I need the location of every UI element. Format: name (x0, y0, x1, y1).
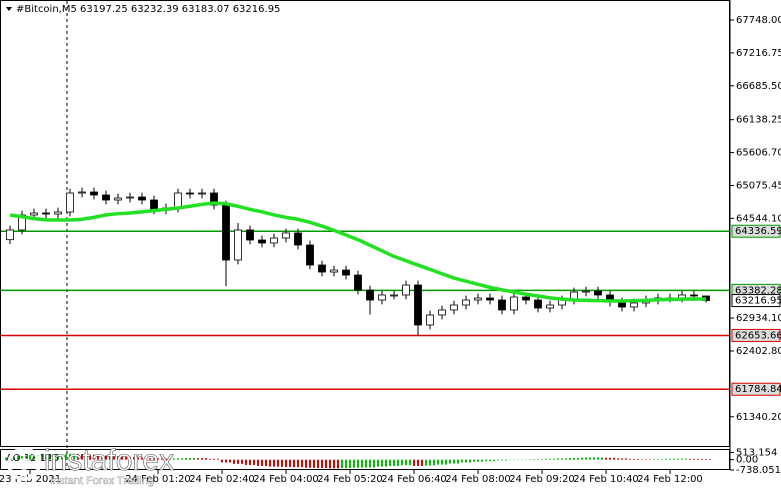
x-tick-label: 24 Feb 10:40 (573, 474, 639, 485)
y-tick-label: 65606.70 (736, 148, 781, 159)
watermark: instaforex Instant Forex Trading (7, 444, 174, 487)
candle-body (270, 237, 278, 244)
candle-body (186, 192, 194, 195)
candle-body (294, 232, 302, 246)
candle-body (426, 314, 434, 326)
price-label-box (731, 294, 781, 308)
candle-body (630, 302, 638, 308)
level-label: 64336.59 (735, 226, 781, 237)
x-tick-label: 24 Feb 04:00 (253, 474, 319, 485)
watermark-tagline: Instant Forex Trading (50, 475, 154, 487)
candle-body (114, 197, 122, 201)
candle-body (486, 297, 494, 301)
x-tick-label: 24 Feb 02:40 (189, 474, 255, 485)
candle-body (366, 289, 374, 301)
candle-body (126, 196, 134, 199)
watermark-logo (18, 458, 30, 470)
x-tick-label: 24 Feb 01:20 (125, 474, 191, 485)
watermark-brand: instaforex (44, 444, 174, 477)
candle-body (210, 192, 218, 206)
candle-body (510, 296, 518, 311)
indicator-tick-label: -738.051 (736, 465, 781, 476)
candle-body (438, 309, 446, 316)
level-label-box (731, 328, 781, 342)
candle-body (546, 304, 554, 309)
candle-body (222, 204, 230, 261)
x-tick-label: 24 Feb 05:20 (317, 474, 383, 485)
price-label: 63216.95 (735, 296, 781, 307)
candle-body (462, 299, 470, 306)
candle-body (54, 211, 62, 215)
candle-body (378, 294, 386, 301)
candle-body (450, 304, 458, 311)
y-tick-label: 67216.75 (736, 48, 781, 59)
candle-body (258, 239, 266, 244)
y-tick-label: 64544.10 (736, 213, 781, 224)
watermark-logo (7, 447, 41, 481)
candle-body (174, 192, 182, 209)
level-label: 62653.66 (735, 330, 781, 341)
candle-body (522, 296, 530, 301)
candle-body (30, 212, 38, 216)
chart-title: #Bitcoin,M5 63197.25 63232.39 63183.07 6… (16, 4, 280, 15)
x-tick-label: 24 Feb 06:40 (381, 474, 447, 485)
candle-body (150, 199, 158, 211)
candle-body (354, 274, 362, 291)
level-label-box (731, 382, 781, 396)
candle-body (342, 269, 350, 276)
x-tick-label: 24 Feb 09:20 (509, 474, 575, 485)
level-label-box (731, 224, 781, 238)
candle-body (102, 194, 110, 201)
candle-body (78, 191, 86, 194)
candle-body (66, 192, 74, 213)
candle-body (198, 192, 206, 195)
moving-average (9, 201, 706, 303)
y-tick-label: 67748.00 (736, 15, 781, 26)
candle-body (582, 290, 590, 293)
y-tick-label: 62402.80 (736, 346, 781, 357)
main-pane (0, 0, 730, 447)
y-tick-label: 62934.10 (736, 313, 781, 324)
x-tick-label: 24 Feb 12:00 (637, 474, 703, 485)
y-tick-label: 65075.45 (736, 180, 781, 191)
candle-body (474, 297, 482, 301)
candle-body (6, 229, 14, 241)
y-tick-label: 66138.25 (736, 115, 781, 126)
indicator-tick-label: 0.00 (736, 455, 758, 466)
y-tick-label: 66685.50 (736, 81, 781, 92)
menu-arrow (6, 7, 12, 11)
marks (1, 187, 730, 469)
candle-body (414, 284, 422, 326)
candle-body (690, 294, 698, 297)
candle-body (330, 269, 338, 273)
candle-body (594, 290, 602, 296)
candle-body (234, 229, 242, 261)
indicator-tick-label: 513.154 (736, 447, 777, 458)
candle-body (90, 191, 98, 196)
level-label: 61784.84 (735, 384, 781, 395)
candle-body (306, 244, 314, 266)
candle-body (42, 212, 50, 215)
x-tick-label: 24 Feb 08:00 (445, 474, 511, 485)
candle-body (246, 229, 254, 241)
indicator-label: AO 12.126 (6, 453, 59, 464)
level-label: 63382.28 (735, 285, 781, 296)
y-tick-label: 61340.20 (736, 412, 781, 423)
candle-body (318, 264, 326, 273)
candle-body (402, 284, 410, 296)
candle-body (498, 299, 506, 311)
candle-body (534, 299, 542, 309)
candle-body (282, 232, 290, 239)
candle-body (18, 214, 26, 231)
candle-body (138, 196, 146, 201)
candle-body (390, 294, 398, 297)
